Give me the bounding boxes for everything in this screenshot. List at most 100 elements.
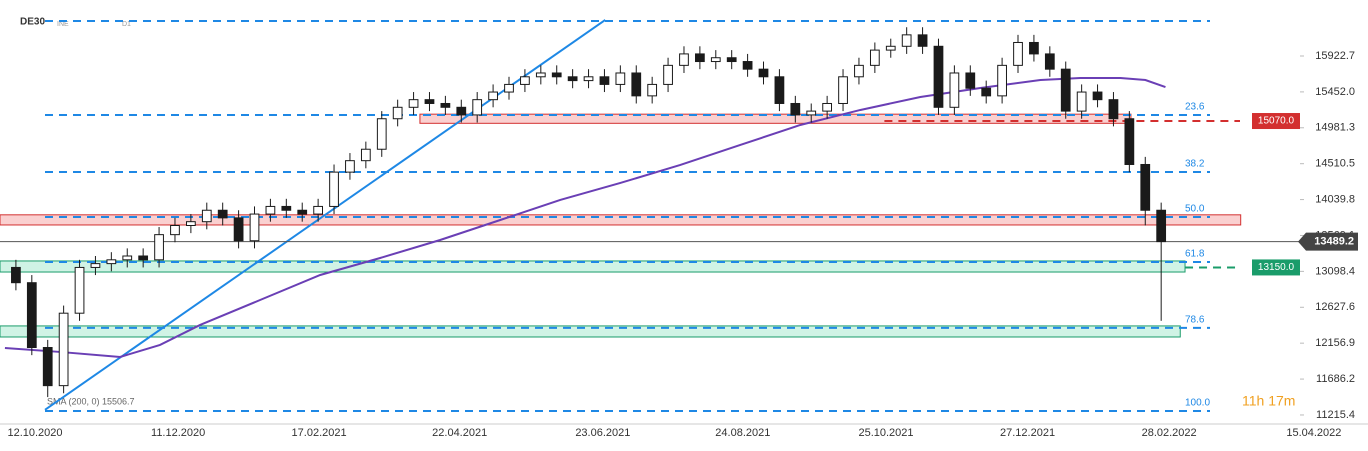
- candle-body: [1092, 91, 1103, 101]
- candle-body: [138, 255, 149, 261]
- candle-body: [456, 106, 467, 116]
- candle-body: [869, 49, 880, 66]
- x-tick-label: 28.02.2022: [1142, 427, 1197, 439]
- candle-body: [790, 102, 801, 116]
- candle-body: [313, 205, 324, 215]
- candle-body: [1124, 118, 1135, 165]
- candle-body: [710, 57, 721, 63]
- y-tick-label: 14510.5: [1315, 158, 1355, 170]
- x-tick-label: 15.04.2022: [1286, 427, 1341, 439]
- candle-body: [122, 255, 133, 261]
- x-tick-label: 25.10.2021: [858, 427, 913, 439]
- candle-body: [1108, 99, 1119, 120]
- y-tick-label: 14981.3: [1315, 122, 1355, 134]
- candle-body: [504, 83, 514, 93]
- candle-body: [360, 148, 371, 162]
- candle-body: [201, 209, 212, 223]
- candle-body: [488, 91, 498, 101]
- candle-body: [249, 213, 260, 242]
- candle-body: [408, 99, 419, 108]
- candle-body: [440, 102, 451, 108]
- candle-body: [297, 209, 308, 215]
- candle-body: [281, 205, 292, 211]
- candle-body: [520, 76, 530, 85]
- candle-body: [424, 99, 435, 104]
- candle-body: [758, 68, 769, 78]
- candle-body: [217, 209, 228, 219]
- sma-label: SMA (200, 0) 15506.7: [47, 396, 135, 406]
- x-tick-label: 24.08.2021: [715, 427, 770, 439]
- candle-body: [917, 34, 928, 47]
- candle-body: [58, 312, 69, 387]
- x-tick-label: 27.12.2021: [1000, 427, 1055, 439]
- level-label: 15070.0: [1258, 116, 1295, 127]
- candle-body: [631, 72, 642, 97]
- candle-body: [822, 102, 833, 112]
- fib-label: 100.0: [1185, 398, 1210, 409]
- sma-line: [4, 77, 1166, 358]
- candle-body: [1013, 41, 1023, 66]
- level-tag: [1252, 113, 1300, 130]
- y-tick-label: 11686.2: [1316, 373, 1355, 385]
- fib-label: 38.2: [1185, 159, 1205, 170]
- fib-label: 61.8: [1185, 249, 1205, 260]
- candle-body: [567, 76, 578, 82]
- candle-body: [981, 87, 992, 97]
- candle-body: [663, 64, 673, 85]
- candle-body: [726, 57, 737, 63]
- candle-body: [854, 64, 864, 78]
- candle-body: [392, 106, 403, 120]
- candle-body: [806, 110, 817, 116]
- candle-body: [106, 259, 117, 265]
- timeframe: D1: [122, 21, 131, 28]
- candle-body: [42, 347, 53, 387]
- candle-body: [647, 83, 658, 97]
- candle-body: [551, 72, 562, 78]
- candle-body: [90, 263, 101, 268]
- candle-body: [170, 224, 180, 236]
- candle-body: [599, 76, 610, 85]
- y-tick-label: 15452.0: [1315, 86, 1355, 98]
- candle-body: [949, 72, 960, 108]
- candle-body: [11, 266, 21, 284]
- x-tick-label: 17.02.2021: [292, 427, 347, 439]
- candle-body: [1140, 163, 1151, 211]
- instrument-info: INE: [57, 21, 69, 28]
- y-tick-label: 12627.6: [1315, 301, 1355, 313]
- chart-title: DE30: [20, 17, 45, 28]
- fib-label: 23.6: [1185, 102, 1205, 113]
- candle-body: [933, 45, 944, 108]
- candle-body: [535, 72, 546, 78]
- candle-body: [1029, 41, 1039, 55]
- candle-body: [695, 53, 705, 63]
- candle-body: [26, 282, 37, 349]
- candle-body: [901, 34, 912, 47]
- candle-body: [186, 221, 196, 226]
- last-price-tag: [1298, 232, 1358, 251]
- candle-body: [615, 72, 626, 85]
- timer: 11h 17m: [1242, 393, 1295, 409]
- x-tick-label: 12.10.2020: [7, 427, 62, 439]
- y-tick-label: 12156.9: [1315, 337, 1355, 349]
- candle-body: [376, 118, 387, 150]
- candle-body: [997, 64, 1007, 97]
- y-tick-label: 15922.7: [1315, 50, 1355, 62]
- level-tag: [1252, 259, 1300, 276]
- candle-body: [965, 72, 976, 89]
- candle-body: [838, 76, 848, 104]
- level-label: 13150.0: [1258, 262, 1295, 273]
- y-tick-label: 14039.8: [1315, 193, 1355, 205]
- candle-body: [742, 61, 753, 70]
- x-tick-label: 22.04.2021: [432, 427, 487, 439]
- x-tick-label: 11.12.2020: [151, 427, 205, 439]
- candle-body: [329, 171, 339, 207]
- candle-body: [265, 205, 276, 215]
- candle-body: [1076, 91, 1087, 112]
- candle-body: [154, 234, 164, 261]
- candle-body: [345, 160, 355, 173]
- candle-body: [679, 53, 689, 66]
- zone: [0, 325, 1181, 338]
- x-tick-label: 23.06.2021: [575, 427, 630, 439]
